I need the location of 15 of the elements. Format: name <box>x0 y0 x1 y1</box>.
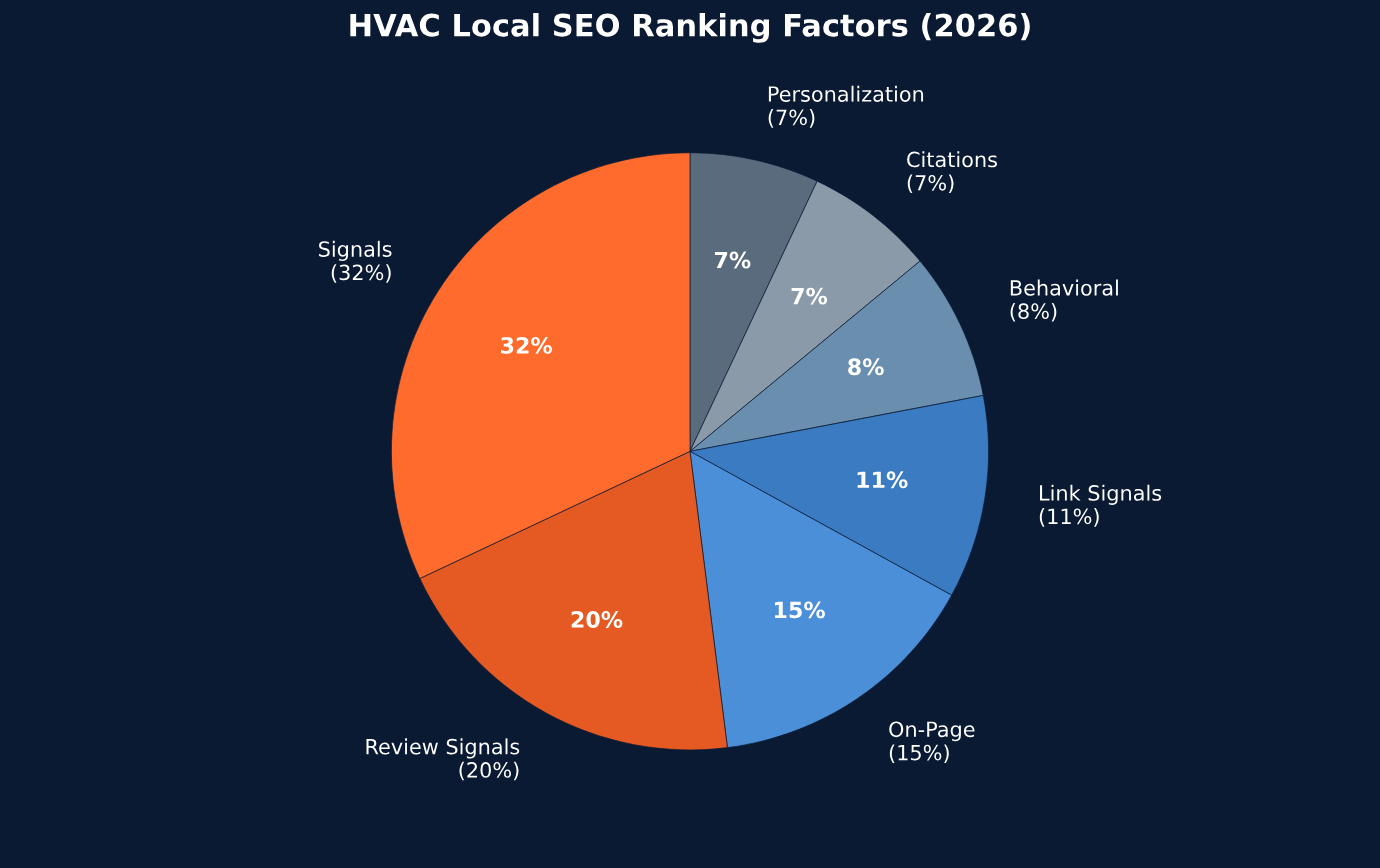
data-label: 15% <box>775 601 825 619</box>
slice-label: Link Signals (11%) <box>1039 484 1162 527</box>
slice-label: Personalization (7%) <box>768 85 924 128</box>
data-label: 20% <box>571 611 623 628</box>
slice-label: Citations (7%) <box>907 151 997 194</box>
chart-title: HVAC Local SEO Ranking Factors (2026) <box>350 13 1030 43</box>
data-label: 8% <box>848 358 884 376</box>
data-label: 7% <box>714 251 751 269</box>
slice-label: Behavioral (8%) <box>1010 279 1118 322</box>
slice-label: Review Signals (20%) <box>366 738 520 781</box>
data-label: 32% <box>501 337 553 354</box>
slice-label: On-Page (15%) <box>889 721 975 763</box>
slice-label: Signals (32%) <box>319 240 392 283</box>
data-label: 11% <box>857 471 908 489</box>
data-label: 7% <box>791 287 828 305</box>
